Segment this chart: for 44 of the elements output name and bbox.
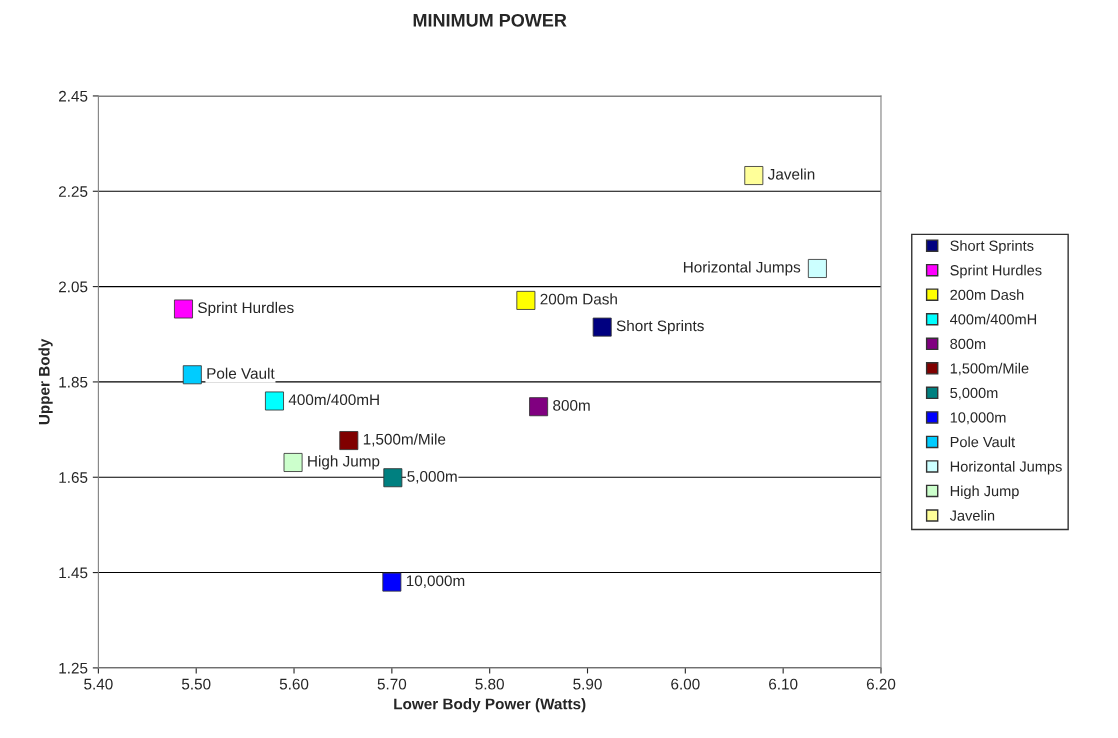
x-tick-label: 5.50 [181, 678, 211, 690]
text: High Jump [308, 455, 380, 470]
y-tick-label: 2.45 [59, 90, 88, 102]
x-axis-title: Lower Body Power (Watts) [394, 698, 586, 713]
legend-label: Javelin [949, 510, 995, 521]
text: 400m/400mH [288, 393, 379, 406]
text: 5,000m [407, 471, 457, 484]
legend-label: Short Sprints [950, 240, 1034, 254]
x-tick-label: 6.10 [769, 678, 798, 690]
text: 800m [553, 399, 590, 411]
text: Sprint Hurdles [198, 301, 294, 317]
y-tick-label: 1.45 [59, 567, 88, 579]
legend-label: Sprint Hurdles [950, 264, 1042, 279]
text: Javelin [767, 168, 815, 180]
text: 10,000m [406, 575, 465, 588]
legend-label: 800m [950, 338, 986, 350]
x-tick-label: 5.80 [475, 678, 504, 690]
text: 1,500m/Mile [363, 433, 446, 447]
text: Short Sprints [616, 319, 704, 335]
point [339, 431, 359, 451]
y-tick-label: 1.25 [59, 662, 88, 674]
text: Horizontal Jumps [683, 261, 801, 276]
x-tick-label: 5.60 [279, 678, 309, 690]
legend-label: 200m Dash [950, 289, 1024, 300]
legend-label: High Jump [950, 485, 1019, 500]
text: 200m Dash [540, 293, 617, 305]
y-tick-label: 1.65 [59, 472, 88, 483]
x-tick-label: 5.40 [84, 678, 113, 690]
legend-label: 5,000m [950, 387, 998, 400]
y-tick-label: 2.25 [59, 186, 88, 197]
legend-label: 1,500m/Mile [950, 362, 1029, 376]
y-tick-label: 1.85 [59, 376, 88, 388]
legend-label: Horizontal Jumps [950, 460, 1062, 475]
x-tick-label: 6.00 [671, 678, 700, 690]
legend-label: 10,000m [950, 412, 1006, 425]
y-tick-label: 2.05 [59, 281, 88, 293]
legend-label: 400m/400mH [950, 313, 1037, 325]
x-tick-label: 5.90 [573, 678, 602, 690]
y-axis-title: Upper Body [38, 338, 53, 425]
chart-title: MINIMUM POWER [413, 13, 567, 27]
x-tick-label: 6.20 [866, 678, 896, 690]
text: Pole Vault [207, 367, 275, 379]
legend-label: Pole Vault [950, 436, 1015, 448]
x-tick-label: 5.70 [377, 678, 407, 690]
